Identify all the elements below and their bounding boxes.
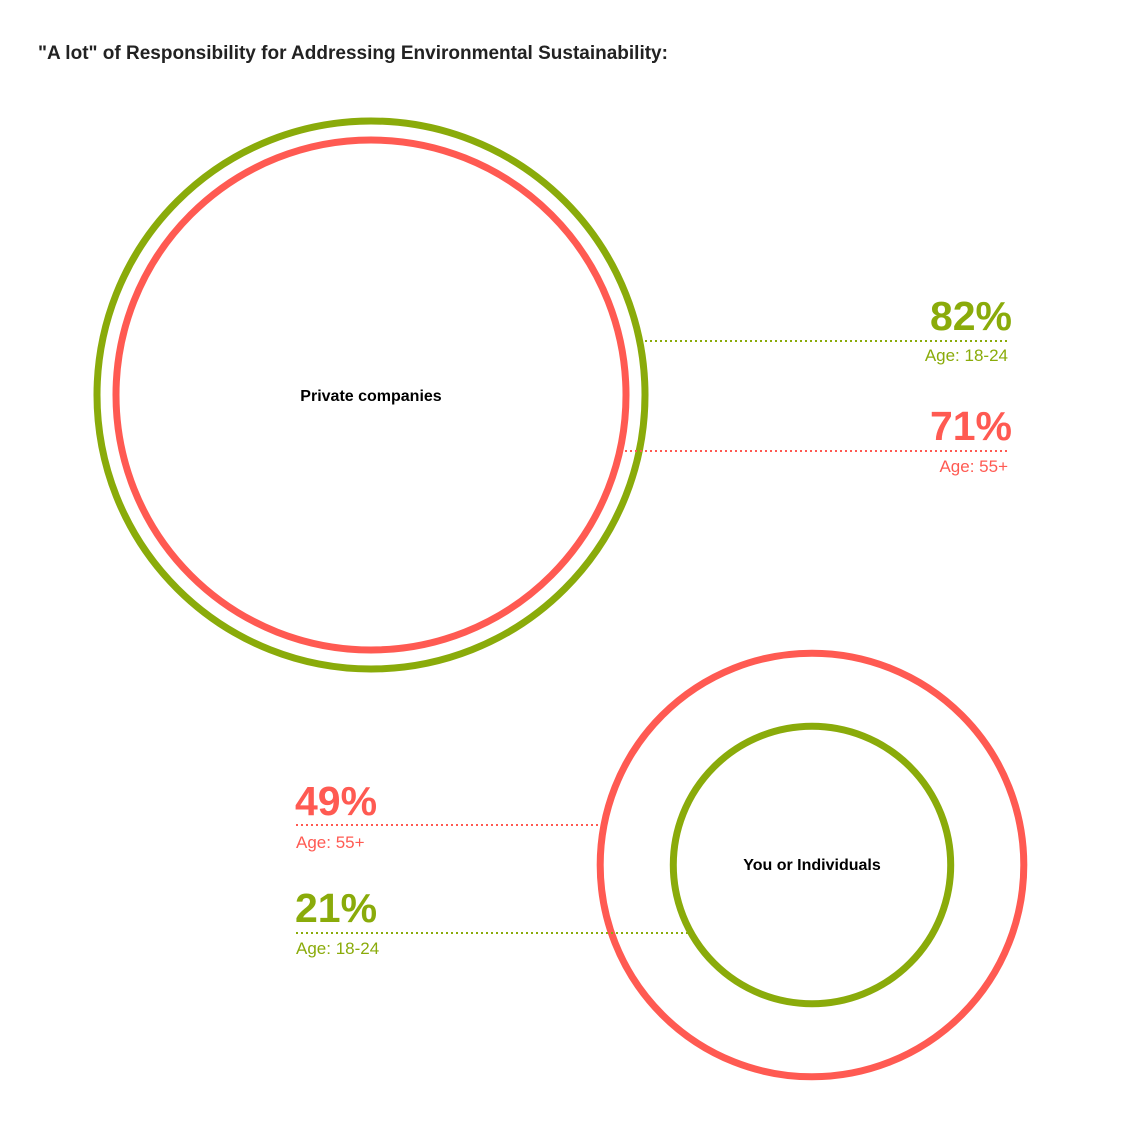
value-label-49: 49% (295, 778, 377, 824)
series-label-18-24: Age: 18-24 (925, 346, 1008, 365)
group-private-companies: Private companies 82% Age: 18-24 71% Age… (93, 117, 1012, 673)
value-label-82: 82% (930, 293, 1012, 339)
series-label-18-24: Age: 18-24 (296, 939, 379, 958)
category-label: Private companies (300, 388, 442, 405)
series-label-55-plus: Age: 55+ (296, 833, 365, 852)
value-label-71: 71% (930, 403, 1012, 449)
value-label-21: 21% (295, 885, 377, 931)
circle-private-companies-18-24 (93, 117, 649, 673)
circle-individuals-18-24 (669, 722, 955, 1008)
circle-private-companies-55-plus (112, 136, 630, 654)
circle-individuals-55-plus (596, 649, 1028, 1081)
category-label: You or Individuals (743, 857, 881, 874)
chart-title: "A lot" of Responsibility for Addressing… (38, 43, 668, 64)
series-label-55-plus: Age: 55+ (939, 457, 1008, 476)
group-you-or-individuals: You or Individuals 49% Age: 55+ 21% Age:… (295, 649, 1028, 1081)
